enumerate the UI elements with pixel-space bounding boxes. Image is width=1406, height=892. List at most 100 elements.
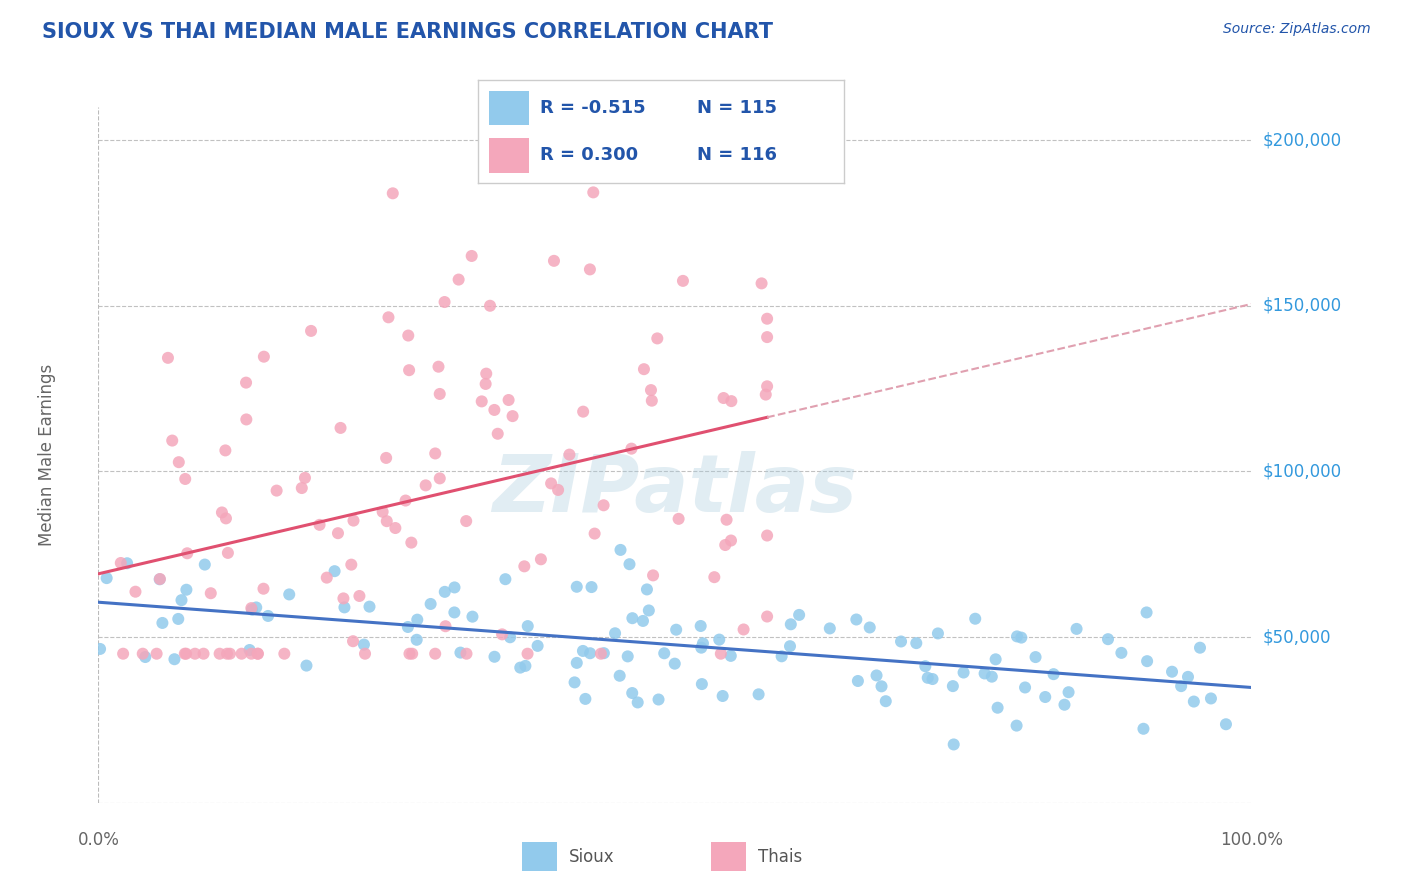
Point: [756, 379, 779, 393]
Point: [384, 521, 406, 535]
Point: [295, 658, 318, 673]
Point: [672, 274, 695, 288]
Point: [460, 249, 482, 263]
Point: [479, 299, 502, 313]
Point: [558, 448, 581, 462]
Point: [592, 646, 614, 660]
Text: R = 0.300: R = 0.300: [540, 146, 638, 164]
Point: [818, 621, 841, 635]
Point: [253, 350, 276, 364]
Point: [1033, 690, 1056, 704]
Point: [398, 363, 420, 377]
Point: [231, 647, 253, 661]
Point: [692, 636, 714, 650]
Text: $50,000: $50,000: [1263, 628, 1331, 646]
Point: [621, 611, 644, 625]
Point: [609, 669, 631, 683]
Point: [246, 647, 269, 661]
Point: [371, 505, 394, 519]
Point: [973, 666, 995, 681]
Point: [574, 692, 596, 706]
Point: [173, 647, 195, 661]
Point: [434, 619, 457, 633]
Point: [433, 585, 456, 599]
Point: [1097, 632, 1119, 647]
Point: [703, 570, 725, 584]
Point: [987, 700, 1010, 714]
Point: [640, 383, 662, 397]
Point: [709, 632, 731, 647]
Bar: [489, 137, 529, 173]
Point: [690, 677, 713, 691]
Text: 0.0%: 0.0%: [77, 830, 120, 848]
Point: [429, 387, 451, 401]
Point: [433, 295, 456, 310]
Point: [219, 647, 242, 661]
Point: [471, 394, 494, 409]
Point: [245, 600, 267, 615]
Point: [406, 613, 429, 627]
Point: [398, 647, 420, 661]
Point: [333, 600, 356, 615]
Point: [636, 582, 658, 597]
Point: [266, 483, 288, 498]
Point: [443, 606, 465, 620]
Point: [240, 601, 263, 615]
Point: [308, 517, 330, 532]
Point: [942, 679, 965, 693]
Point: [315, 571, 337, 585]
Text: 100.0%: 100.0%: [1220, 830, 1282, 848]
Point: [984, 652, 1007, 666]
Point: [980, 670, 1002, 684]
Point: [627, 695, 650, 709]
Point: [163, 652, 186, 666]
Point: [720, 394, 742, 409]
Point: [246, 647, 269, 661]
Point: [965, 612, 987, 626]
Point: [167, 612, 190, 626]
Point: [689, 619, 711, 633]
Point: [1025, 650, 1047, 665]
Point: [401, 647, 423, 661]
Point: [905, 636, 928, 650]
Point: [193, 647, 215, 661]
Point: [394, 493, 416, 508]
Point: [530, 552, 553, 566]
Point: [110, 556, 132, 570]
Point: [565, 656, 588, 670]
Point: [1199, 691, 1222, 706]
Point: [603, 626, 626, 640]
Text: $150,000: $150,000: [1263, 297, 1341, 315]
Point: [1010, 631, 1032, 645]
Point: [609, 542, 631, 557]
Point: [665, 623, 688, 637]
Point: [645, 331, 668, 345]
Point: [214, 443, 236, 458]
Point: [1005, 629, 1028, 643]
Point: [1005, 718, 1028, 732]
Point: [134, 650, 156, 665]
Point: [1161, 665, 1184, 679]
Text: R = -0.515: R = -0.515: [540, 99, 645, 117]
Point: [1136, 654, 1159, 668]
Point: [491, 627, 513, 641]
Point: [176, 546, 198, 560]
Point: [631, 614, 654, 628]
Point: [540, 476, 562, 491]
Point: [779, 617, 801, 632]
Point: [156, 351, 179, 365]
Point: [647, 692, 669, 706]
Point: [415, 478, 437, 492]
Point: [572, 404, 595, 418]
Point: [756, 609, 779, 624]
Point: [294, 471, 316, 485]
Point: [257, 609, 280, 624]
Point: [516, 619, 538, 633]
Point: [401, 535, 423, 549]
Bar: [489, 91, 529, 126]
Point: [211, 506, 233, 520]
Point: [456, 647, 478, 661]
Point: [942, 738, 965, 752]
Point: [235, 412, 257, 426]
Point: [427, 359, 450, 374]
